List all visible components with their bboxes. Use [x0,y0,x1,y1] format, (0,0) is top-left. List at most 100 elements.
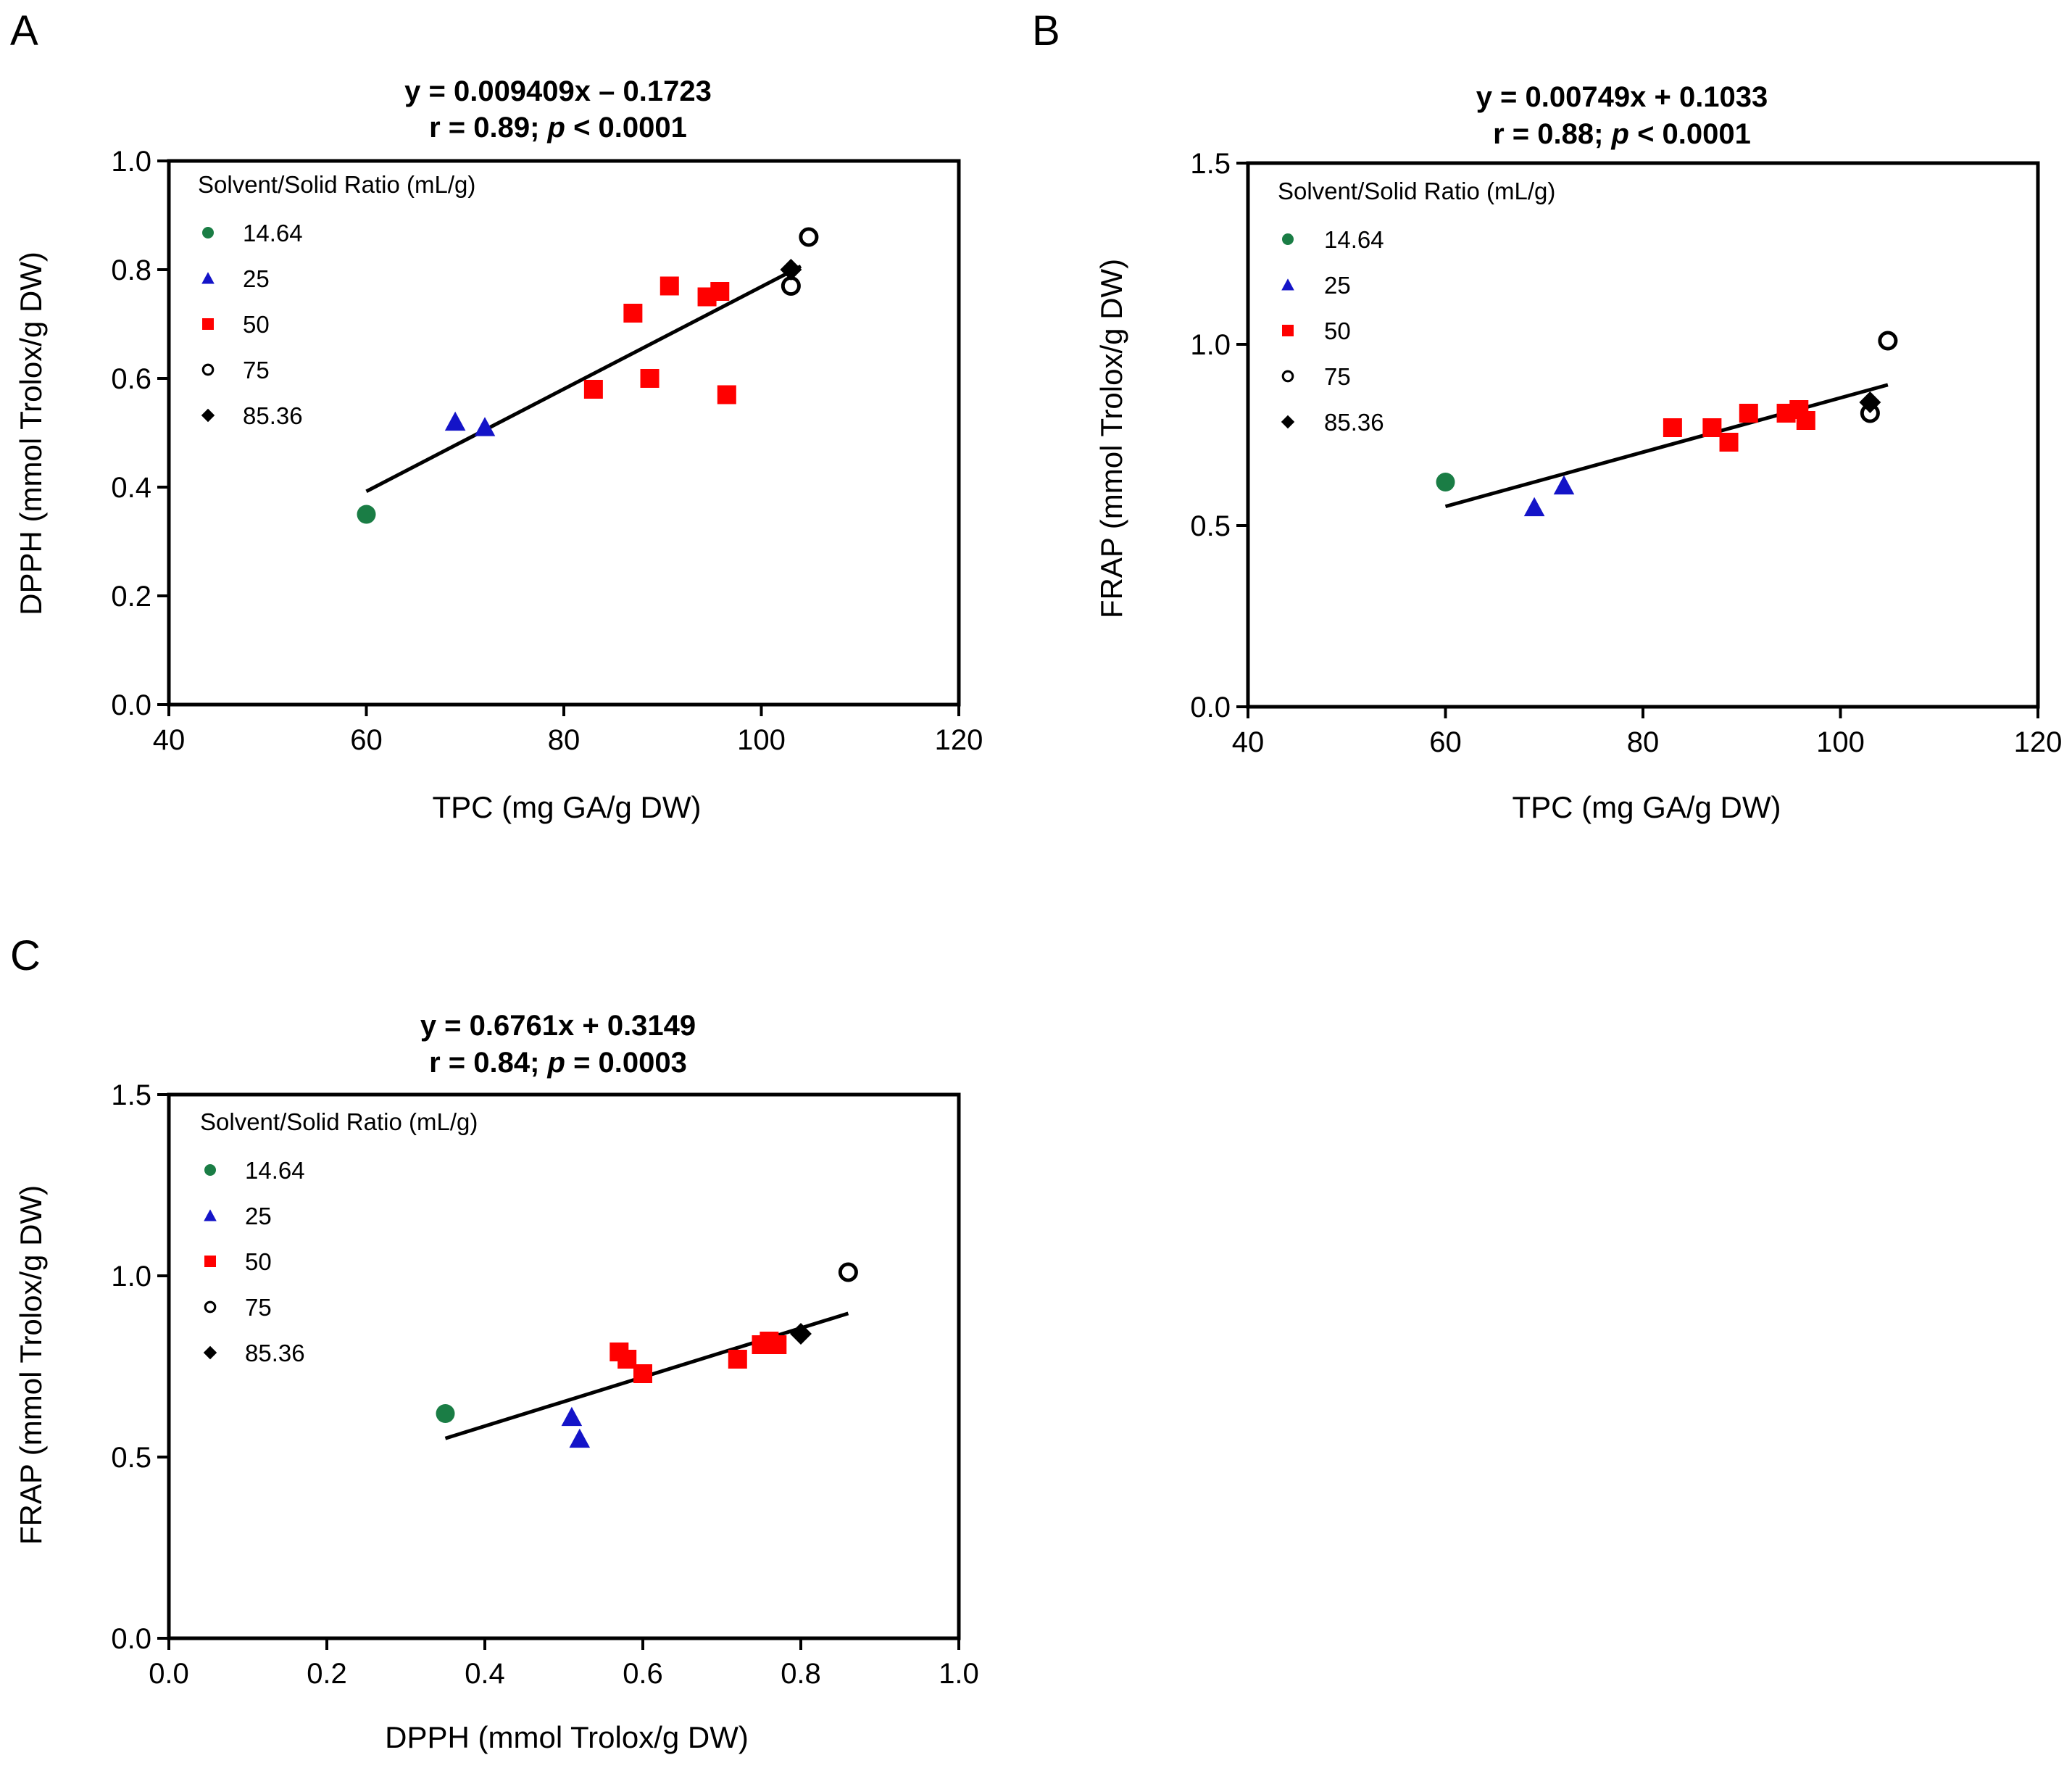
x-tick-label: 120 [935,724,983,756]
x-tick-label: 100 [737,724,786,756]
legend-entry-14-64: 14.64 [202,220,303,246]
legend-label-85-36: 85.36 [1324,409,1384,436]
legend-marker-50 [1282,325,1294,336]
legend-symbol [204,1164,216,1176]
data-point-50 [767,1335,787,1354]
x-tick-label: 100 [1816,726,1865,758]
stats-pvalue-a: < 0.0001 [565,112,687,144]
y-axis-title-a: DPPH (mmol Trolox/g DW) [14,252,48,615]
legend-entry-75: 75 [201,357,270,383]
legend-marker-85-36 [201,408,215,423]
legend-marker-75 [1281,370,1294,383]
data-point-50 [1663,418,1682,437]
stats-r-b: r = 0.88; [1493,118,1611,150]
x-tick-label: 40 [153,724,186,756]
stats-p-c: p [547,1047,565,1079]
legend-label-50: 50 [1324,318,1351,344]
panel-label-a: A [10,7,38,54]
plot-area-c [436,1262,858,1448]
y-tick-label: 1.0 [111,146,151,178]
legend-entry-50: 50 [202,311,270,338]
legend-label-14-64: 14.64 [245,1157,305,1184]
legend-entry-14-64: 14.64 [204,1157,305,1184]
data-point-50 [617,1350,637,1369]
data-point-85-36 [790,1323,812,1345]
legend-marker-14-64 [1282,233,1294,245]
y-tick-label: 0.6 [111,363,151,395]
y-axis-title-c: FRAP (mmol Trolox/g DW) [14,1185,48,1545]
equation-line-c: y = 0.6761x + 0.3149 [420,1010,696,1042]
legend-label-85-36: 85.36 [243,402,303,429]
legend-marker-75 [201,363,215,376]
y-tick-label: 0.2 [111,581,151,613]
legend-label-85-36: 85.36 [245,1340,305,1366]
data-point-25 [1523,497,1545,517]
legend-marker-75 [204,1300,217,1314]
data-point-50 [710,282,730,301]
legend-label-75: 75 [243,357,270,383]
legend-symbol [1282,325,1294,336]
legend-symbol [202,227,214,238]
legend-entry-50: 50 [204,1248,272,1275]
y-tick-label: 0.0 [111,689,151,721]
x-tick-label: 40 [1232,726,1265,758]
axes-a: 40 60 80 100 120 0.0 0.2 0.4 0.6 0.8 1.0 [111,146,983,756]
legend-entry-85-36: 85.36 [1281,409,1384,436]
legend-entry-25: 25 [204,1203,272,1229]
data-point-50 [583,380,603,399]
legend-entry-75: 75 [204,1294,272,1321]
legend-symbol [1282,233,1294,245]
panel-c: C y = 0.6761x + 0.3149 r = 0.84; p = 0.0… [10,932,979,1754]
x-tick-label: 80 [1627,726,1660,758]
data-point-50 [1719,433,1739,452]
stats-line-b: r = 0.88; p < 0.0001 [1493,118,1751,150]
legend-marker-85-36 [1281,415,1295,429]
x-tick-label: 1.0 [939,1658,979,1690]
x-tick-label: 60 [1429,726,1462,758]
data-point-50 [640,369,660,388]
x-tick-label: 0.6 [623,1658,663,1690]
data-point-75 [1878,331,1898,351]
legend-symbol [204,1256,216,1267]
x-tick-label: 60 [350,724,383,756]
x-tick-label: 0.8 [781,1658,821,1690]
data-point-85-36 [1859,391,1881,413]
legend-symbol [203,1345,217,1360]
legend-symbol [201,272,215,284]
legend-label-50: 50 [245,1248,272,1275]
x-axis-title-c: DPPH (mmol Trolox/g DW) [385,1720,749,1754]
x-tick-label: 0.4 [465,1658,505,1690]
legend-label-14-64: 14.64 [1324,226,1384,253]
data-point-85-36 [780,259,802,281]
data-point-14-64 [357,505,376,524]
plot-area-a [357,227,819,524]
stats-pvalue-b: < 0.0001 [1629,118,1751,150]
stats-p-a: p [547,112,565,144]
legend-label-25: 25 [243,265,270,292]
legend-symbol [204,1300,217,1314]
stats-p-b: p [1611,118,1629,150]
legend-b: 14.64 25 50 75 85.36 [1281,226,1384,436]
y-tick-label: 1.0 [111,1261,151,1292]
equation-line-b: y = 0.00749x + 0.1033 [1476,81,1768,113]
legend-symbol [201,363,215,376]
legend-entry-75: 75 [1281,363,1351,390]
y-tick-label: 0.0 [1190,692,1231,723]
data-point-75 [799,227,819,247]
data-point-50 [660,276,679,296]
legend-marker-14-64 [204,1164,216,1176]
panel-a: A y = 0.009409x – 0.1723 r = 0.89; p < 0… [10,7,983,824]
y-tick-label: 0.4 [111,472,151,504]
x-axis-title-a: TPC (mg GA/g DW) [432,790,701,824]
axes-c: 0.0 0.2 0.4 0.6 0.8 1.0 0.0 0.5 1.0 1.5 [111,1079,978,1690]
y-tick-label: 1.0 [1190,329,1231,361]
stats-line-a: r = 0.89; p < 0.0001 [429,112,687,144]
x-tick-label: 120 [2014,726,2063,758]
x-tick-label: 80 [548,724,581,756]
legend-label-25: 25 [1324,272,1351,299]
equation-line-a: y = 0.009409x – 0.1723 [404,75,712,107]
legend-label-75: 75 [245,1294,272,1321]
legend-a: 14.64 25 50 75 85.36 [201,220,303,429]
y-tick-label: 0.0 [111,1623,151,1655]
